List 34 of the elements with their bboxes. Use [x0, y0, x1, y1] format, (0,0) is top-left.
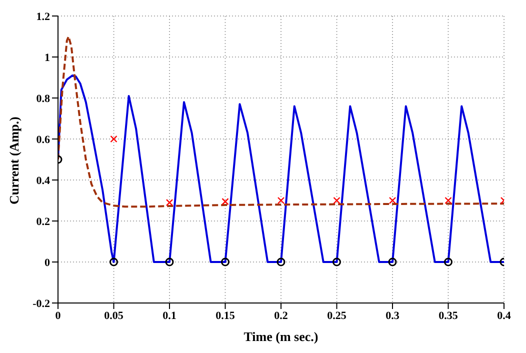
x-tick-label: 0.2 — [274, 310, 288, 322]
point — [276, 258, 286, 266]
x-tick-label: 0.3 — [386, 310, 400, 322]
x-tick-label: 0.15 — [216, 310, 236, 322]
point — [388, 196, 396, 204]
x-tick-label: 0.25 — [327, 310, 347, 322]
x-tick-label: 0.35 — [438, 310, 458, 322]
point — [222, 198, 229, 206]
point — [333, 196, 340, 204]
y-tick-label: 0 — [44, 256, 50, 269]
point — [166, 198, 174, 206]
point — [444, 196, 452, 204]
point — [110, 135, 118, 143]
y-tick-label: -0.2 — [32, 298, 50, 310]
x-tick-label: 0.1 — [162, 310, 176, 322]
point — [332, 258, 341, 266]
x-axis-title: Time (m sec.) — [244, 329, 318, 344]
x-tick-label: 0.05 — [104, 310, 124, 322]
point — [444, 258, 452, 266]
y-tick-label: 0.4 — [36, 174, 50, 187]
y-tick-label: 0.6 — [36, 134, 50, 146]
x-tick-label: 0.4 — [497, 310, 512, 322]
point — [110, 258, 118, 266]
line-series — [58, 36, 504, 208]
point — [388, 258, 397, 266]
y-tick-label: 0.8 — [36, 92, 50, 105]
point — [221, 258, 230, 266]
point — [277, 196, 285, 204]
x-tick-label: 0 — [55, 310, 62, 322]
y-tick-label: 0.2 — [36, 216, 50, 228]
y-tick-label: 1.2 — [36, 10, 50, 23]
y-axis-title: Current (Amp.) — [6, 116, 22, 204]
y-tick-label: 1 — [44, 52, 50, 64]
point — [165, 258, 174, 266]
